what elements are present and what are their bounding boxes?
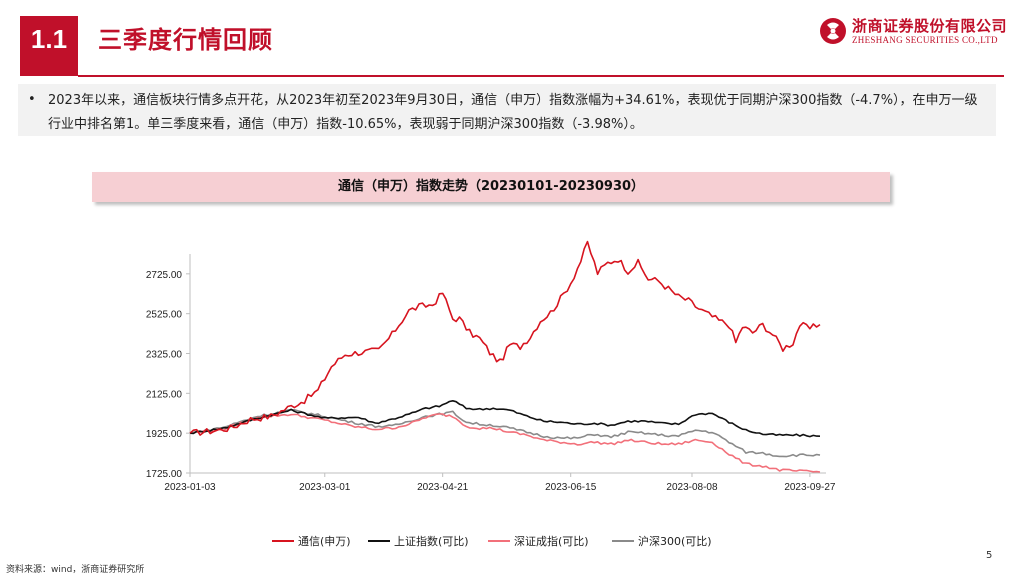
y-tick-label: 2325.00 — [146, 350, 183, 361]
x-tick-label: 2023-08-08 — [666, 482, 718, 493]
x-tick-label: 2023-09-27 — [784, 482, 836, 493]
y-tick-label: 1925.00 — [146, 429, 183, 440]
chart-legend: 通信(申万) 上证指数(可比) 深证成指(可比) 沪深300(可比) — [272, 534, 712, 548]
header-divider — [78, 75, 1004, 77]
summary-box — [18, 84, 996, 136]
page-number: 5 — [986, 550, 993, 561]
page-title: 三季度行情回顾 — [98, 26, 273, 54]
y-tick-label: 2125.00 — [146, 389, 183, 400]
chart-series — [189, 240, 821, 473]
x-tick-label: 2023-06-15 — [545, 482, 597, 493]
y-tick-label: 2725.00 — [146, 270, 183, 281]
x-tick-label: 2023-03-01 — [299, 482, 351, 493]
y-tick-label: 2525.00 — [146, 310, 183, 321]
x-tick-label: 2023-04-21 — [417, 482, 469, 493]
company-logo: 浙商证券股份有限公司 ZHESHANG SECURITIES CO.,LTD — [818, 14, 1008, 50]
logo-company-name-cn: 浙商证券股份有限公司 — [852, 17, 1008, 35]
y-tick-label: 1725.00 — [146, 469, 183, 480]
logo-company-name-en: ZHESHANG SECURITIES CO.,LTD — [852, 35, 998, 45]
summary-text: 2023年以来，通信板块行情多点开花，从2023年初至2023年9月30日，通信… — [48, 93, 978, 132]
legend-label-3: 沪深300(可比) — [638, 534, 712, 548]
chart-title: 通信（申万）指数走势（20230101-20230930） — [337, 179, 645, 194]
section-number-badge: 1.1 — [20, 16, 78, 76]
series-line-3 — [189, 408, 821, 458]
legend-label-2: 深证成指(可比) — [514, 534, 589, 548]
logo-emblem-icon — [820, 18, 846, 44]
x-tick-label: 2023-01-03 — [164, 482, 216, 493]
series-line-0 — [189, 240, 821, 436]
legend-label-0: 通信(申万) — [298, 535, 351, 548]
data-source-note: 资料来源：wind，浙商证券研究所 — [6, 565, 145, 575]
chart-axes: 2725.00 2525.00 2325.00 2125.00 1925.00 1725.… — [146, 254, 836, 493]
legend-label-1: 上证指数(可比) — [394, 534, 469, 548]
series-line-2 — [189, 413, 821, 473]
series-line-1 — [189, 399, 821, 438]
summary-bullet: • — [28, 92, 36, 107]
chart-title-banner: 通信（申万）指数走势（20230101-20230930） — [92, 172, 890, 202]
